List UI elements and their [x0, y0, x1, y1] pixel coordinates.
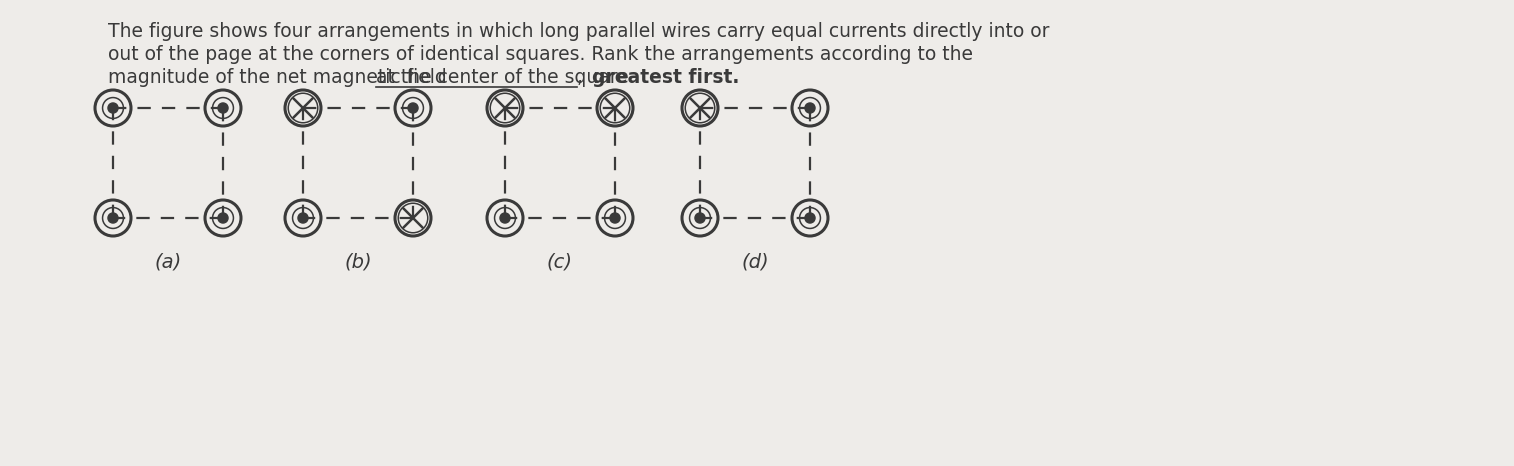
- Circle shape: [500, 213, 510, 223]
- Circle shape: [695, 213, 706, 223]
- Text: at the center of the square: at the center of the square: [375, 68, 628, 87]
- Text: out of the page at the corners of identical squares. Rank the arrangements accor: out of the page at the corners of identi…: [107, 45, 974, 64]
- Text: (c): (c): [547, 253, 572, 272]
- Text: (b): (b): [344, 253, 372, 272]
- Circle shape: [298, 213, 307, 223]
- Circle shape: [107, 213, 118, 223]
- Circle shape: [805, 103, 815, 113]
- Circle shape: [107, 103, 118, 113]
- Text: ,: ,: [577, 68, 589, 87]
- Circle shape: [610, 213, 621, 223]
- Text: (a): (a): [154, 253, 182, 272]
- Circle shape: [407, 103, 418, 113]
- Text: (d): (d): [742, 253, 769, 272]
- Circle shape: [805, 213, 815, 223]
- Circle shape: [218, 103, 229, 113]
- Text: magnitude of the net magnetic field: magnitude of the net magnetic field: [107, 68, 453, 87]
- Text: The figure shows four arrangements in which long parallel wires carry equal curr: The figure shows four arrangements in wh…: [107, 22, 1049, 41]
- Circle shape: [218, 213, 229, 223]
- Text: greatest first.: greatest first.: [592, 68, 740, 87]
